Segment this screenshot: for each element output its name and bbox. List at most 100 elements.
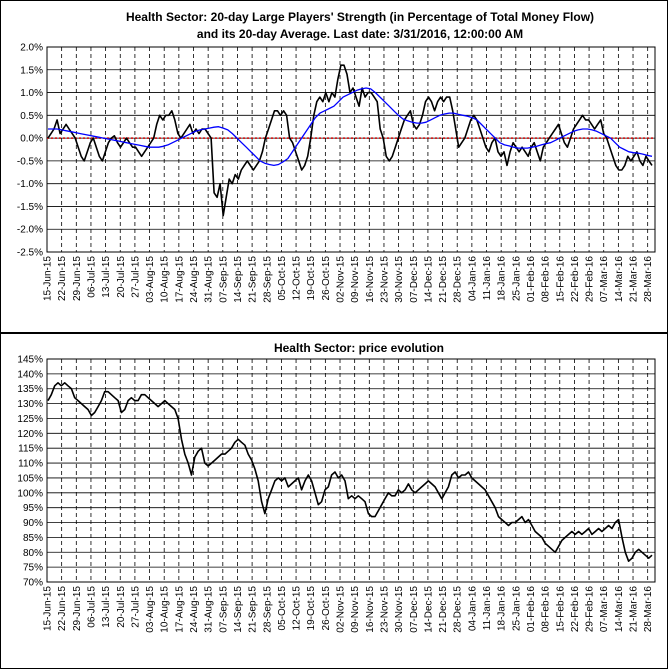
x-tick-label: 22-Feb-16 (570, 586, 581, 633)
plot-area (46, 46, 656, 253)
x-tick-label: 11-Jan-16 (482, 586, 493, 631)
x-tick-label: 29-Feb-16 (585, 256, 596, 303)
y-tick-label: 70% (23, 578, 43, 589)
x-tick-label: 30-Nov-15 (394, 256, 405, 303)
y-tick-label: 130% (17, 399, 43, 410)
x-tick-label: 11-Jan-16 (482, 256, 493, 301)
y-tick-label: 100% (17, 488, 43, 499)
y-tick-label: 0.5% (20, 111, 43, 122)
x-tick-label: 29-Jun-15 (72, 256, 83, 301)
x-tick-label: 31-Aug-15 (204, 586, 215, 633)
x-tick-label: 29-Jun-15 (72, 586, 83, 631)
x-tick-label: 09-Nov-15 (350, 256, 361, 303)
x-tick-label: 21-Sep-15 (248, 256, 259, 303)
x-tick-label: 12-Oct-15 (292, 586, 303, 631)
y-tick-label: 95% (23, 503, 43, 514)
x-tick-label: 29-Feb-16 (585, 586, 596, 633)
average-series-line (48, 87, 653, 167)
price-series-line (47, 382, 653, 562)
x-tick-label: 15-Feb-16 (555, 256, 566, 303)
x-tick-label: 08-Feb-16 (541, 586, 552, 633)
x-tick-label: 23-Nov-15 (379, 586, 390, 633)
y-tick-label: 1.5% (20, 65, 43, 76)
bottom-chart-title: Health Sector: price evolution (274, 341, 444, 355)
x-tick-label: 21-Mar-16 (629, 586, 640, 633)
x-tick-label: 14-Sep-15 (233, 256, 244, 303)
y-tick-label: 135% (17, 384, 43, 395)
y-tick-label: 0.0% (20, 134, 43, 145)
y-tick-label: 85% (23, 533, 43, 544)
y-tick-label: 75% (23, 563, 43, 574)
x-tick-label: 27-Jul-15 (130, 586, 141, 628)
bottom-panel-border (0, 333, 668, 669)
x-tick-label: 14-Dec-15 (423, 256, 434, 303)
y-tick-label: 120% (17, 429, 43, 440)
x-tick-label: 21-Mar-16 (629, 256, 640, 303)
x-tick-label: 23-Nov-15 (379, 256, 390, 303)
y-tick-label: 90% (23, 518, 43, 529)
y-tick-label: 115% (18, 444, 43, 455)
x-tick-label: 13-Jul-15 (101, 586, 112, 628)
x-tick-label: 28-Mar-16 (643, 256, 654, 303)
x-tick-label: 21-Dec-15 (438, 586, 449, 633)
x-tick-label: 15-Jun-15 (43, 256, 54, 301)
y-tick-label: -2.0% (17, 225, 43, 236)
y-tick-label: 2.0% (20, 43, 43, 54)
x-tick-label: 04-Jan-16 (467, 586, 478, 631)
x-tick-label: 30-Nov-15 (394, 586, 405, 633)
x-tick-label: 28-Mar-16 (643, 586, 654, 633)
chart-0: 2.0% 1.5% 1.0% 0.5% 0.0% -0.5% -1.0% -1.5% -2.0%… (17, 43, 656, 303)
x-tick-label: 20-Jul-15 (116, 256, 127, 298)
x-tick-label: 15-Feb-16 (555, 586, 566, 633)
x-tick-label: 28-Sep-15 (262, 256, 273, 303)
x-tick-label: 10-Aug-15 (160, 256, 171, 303)
top-chart-title-line-2: and its 20-day Average. Last date: 3/31/… (197, 27, 523, 41)
x-tick-label: 26-Oct-15 (321, 256, 332, 301)
y-tick-label: -0.5% (17, 156, 43, 167)
x-tick-label: 17-Aug-15 (174, 256, 185, 303)
x-tick-label: 31-Aug-15 (204, 256, 215, 303)
chart-1: 145% 140% 135% 130% 125% 120% 115% 110% 105% 100%… (17, 355, 656, 633)
x-tick-label: 14-Dec-15 (423, 586, 434, 633)
y-tick-label: 80% (23, 548, 43, 559)
y-tick-label: -1.0% (17, 179, 43, 190)
x-tick-label: 28-Dec-15 (453, 586, 464, 633)
x-tick-label: 13-Jul-15 (101, 256, 112, 298)
top-chart-title-line-1: Health Sector: 20-day Large Players' Str… (126, 10, 594, 24)
x-tick-label: 07-Sep-15 (218, 256, 229, 303)
y-tick-label: -1.5% (17, 202, 43, 213)
x-tick-label: 09-Nov-15 (350, 586, 361, 633)
x-tick-label: 06-Jul-15 (86, 586, 97, 628)
x-tick-label: 17-Aug-15 (174, 586, 185, 633)
x-tick-label: 21-Dec-15 (438, 256, 449, 303)
y-tick-label: 145% (17, 355, 43, 366)
x-tick-label: 25-Jan-16 (511, 586, 522, 631)
x-tick-label: 24-Aug-15 (189, 586, 200, 633)
x-tick-label: 24-Aug-15 (189, 256, 200, 303)
x-tick-label: 08-Feb-16 (541, 256, 552, 303)
x-tick-label: 06-Jul-15 (86, 256, 97, 298)
x-tick-label: 05-Oct-15 (277, 256, 288, 301)
strength-series-line (47, 64, 653, 217)
x-tick-label: 16-Nov-15 (365, 256, 376, 303)
x-tick-label: 01-Feb-16 (526, 586, 537, 633)
x-tick-label: 22-Jun-15 (57, 586, 68, 631)
x-tick-label: 18-Jan-16 (497, 586, 508, 631)
x-tick-label: 07-Mar-16 (599, 586, 610, 633)
x-tick-label: 07-Dec-15 (409, 256, 420, 303)
y-tick-label: 110% (18, 459, 43, 470)
x-tick-label: 12-Oct-15 (292, 256, 303, 301)
x-tick-label: 22-Jun-15 (57, 256, 68, 301)
y-tick-label: 1.0% (20, 88, 43, 99)
x-tick-label: 10-Aug-15 (160, 586, 171, 633)
y-tick-label: 140% (17, 369, 43, 380)
x-tick-label: 03-Aug-15 (145, 256, 156, 303)
x-tick-label: 16-Nov-15 (365, 586, 376, 633)
x-tick-label: 01-Feb-16 (526, 256, 537, 303)
x-tick-label: 14-Mar-16 (614, 256, 625, 303)
x-tick-label: 14-Mar-16 (614, 586, 625, 633)
x-tick-label: 28-Dec-15 (453, 256, 464, 303)
y-tick-label: 105% (17, 473, 43, 484)
